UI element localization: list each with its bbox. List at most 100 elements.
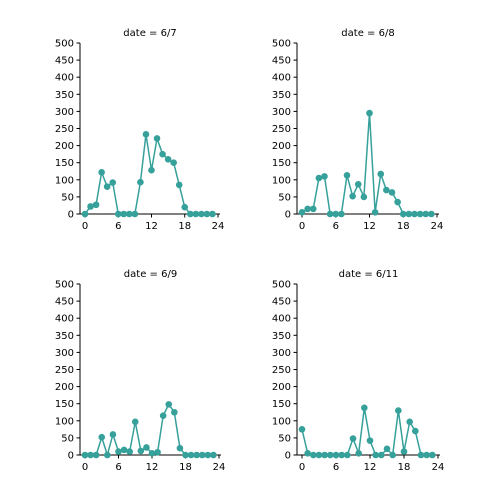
data-point xyxy=(371,208,379,216)
x-tick-label: 12 xyxy=(146,462,159,473)
y-tick-label: 200 xyxy=(55,141,74,152)
y-tick-label: 200 xyxy=(272,382,291,393)
data-point xyxy=(428,210,435,218)
y-tick-label: 500 xyxy=(272,280,291,291)
data-point xyxy=(181,203,189,211)
data-point xyxy=(137,447,145,455)
x-tick-label: 12 xyxy=(363,221,376,232)
x-tick-label: 18 xyxy=(178,221,191,232)
data-point xyxy=(389,451,396,459)
data-point xyxy=(416,210,424,218)
x-tick-label: 6 xyxy=(115,462,121,473)
facet-panel-4: date = 6/11 0 50 100 150 200 250 300 350 400 450 50… xyxy=(272,269,444,473)
data-point xyxy=(87,451,94,459)
data-point xyxy=(366,109,373,117)
data-point xyxy=(372,451,379,459)
x-tick-label: 24 xyxy=(213,462,226,473)
x-tick-label: 0 xyxy=(82,221,88,232)
data-point xyxy=(321,173,328,180)
data-point xyxy=(81,451,89,459)
data-point xyxy=(164,155,172,163)
y-tick-label: 100 xyxy=(272,175,291,186)
y-tick-label: 100 xyxy=(55,175,74,186)
data-point xyxy=(131,418,139,426)
y-tick-label: 350 xyxy=(272,90,291,101)
data-point xyxy=(377,170,385,178)
facet-title: date = 6/8 xyxy=(341,28,394,39)
x-tick-label: 24 xyxy=(431,221,444,232)
y-tick-label: 250 xyxy=(55,365,74,376)
y-tick-label: 200 xyxy=(55,382,74,393)
data-point xyxy=(109,179,117,186)
data-point xyxy=(361,404,368,412)
data-point xyxy=(120,446,128,454)
data-point xyxy=(406,418,413,426)
x-tick-label: 0 xyxy=(299,462,305,473)
data-point xyxy=(304,205,311,213)
x-tick-label: 6 xyxy=(115,221,121,232)
data-point xyxy=(422,210,430,218)
data-point xyxy=(87,203,94,210)
y-tick-label: 250 xyxy=(272,365,291,376)
y-tick-label: 200 xyxy=(272,141,291,152)
y-tick-label: 500 xyxy=(272,39,291,50)
data-point xyxy=(142,131,150,138)
data-point xyxy=(344,451,351,459)
data-point xyxy=(310,451,317,459)
y-tick-label: 300 xyxy=(272,348,291,359)
x-tick-label: 6 xyxy=(333,221,339,232)
data-point xyxy=(187,451,195,459)
data-point xyxy=(98,168,105,176)
data-point xyxy=(315,174,323,182)
data-point xyxy=(186,210,194,218)
data-point xyxy=(92,451,100,459)
data-point xyxy=(198,210,205,218)
data-point xyxy=(321,451,328,459)
y-tick-label: 150 xyxy=(272,399,291,410)
data-point xyxy=(298,208,306,216)
data-point xyxy=(209,210,216,218)
data-point xyxy=(417,451,425,459)
data-point xyxy=(176,444,184,452)
data-point xyxy=(383,186,390,194)
data-point xyxy=(394,198,401,206)
data-point xyxy=(366,437,374,444)
data-point xyxy=(315,451,323,459)
data-point xyxy=(349,435,357,442)
y-tick-label: 0 xyxy=(285,451,291,462)
y-tick-label: 150 xyxy=(55,158,74,169)
data-point xyxy=(412,427,419,435)
data-point xyxy=(405,210,413,218)
y-tick-label: 250 xyxy=(55,124,74,135)
data-point xyxy=(126,448,133,455)
data-point xyxy=(298,426,306,433)
y-tick-label: 450 xyxy=(55,297,74,308)
data-point xyxy=(354,180,362,188)
y-tick-label: 400 xyxy=(272,314,291,325)
y-tick-label: 450 xyxy=(272,297,291,308)
data-point xyxy=(104,451,111,459)
y-tick-label: 450 xyxy=(55,56,74,67)
data-point xyxy=(395,407,402,414)
y-tick-label: 300 xyxy=(272,107,291,118)
data-point xyxy=(171,408,178,416)
data-point xyxy=(343,172,351,179)
y-tick-label: 50 xyxy=(278,433,291,444)
x-tick-label: 18 xyxy=(397,221,410,232)
y-tick-label: 400 xyxy=(55,314,74,325)
data-point xyxy=(137,178,144,186)
data-point xyxy=(429,451,436,459)
y-tick-label: 500 xyxy=(55,280,74,291)
data-point xyxy=(153,135,161,142)
data-point xyxy=(103,183,111,190)
y-tick-label: 0 xyxy=(285,210,291,221)
data-point xyxy=(338,451,345,459)
y-tick-label: 500 xyxy=(55,39,74,50)
y-tick-label: 100 xyxy=(55,416,74,427)
x-tick-label: 24 xyxy=(432,462,445,473)
data-point xyxy=(109,431,117,438)
data-point xyxy=(423,451,430,459)
y-tick-label: 450 xyxy=(272,56,291,67)
y-tick-label: 100 xyxy=(272,416,291,427)
